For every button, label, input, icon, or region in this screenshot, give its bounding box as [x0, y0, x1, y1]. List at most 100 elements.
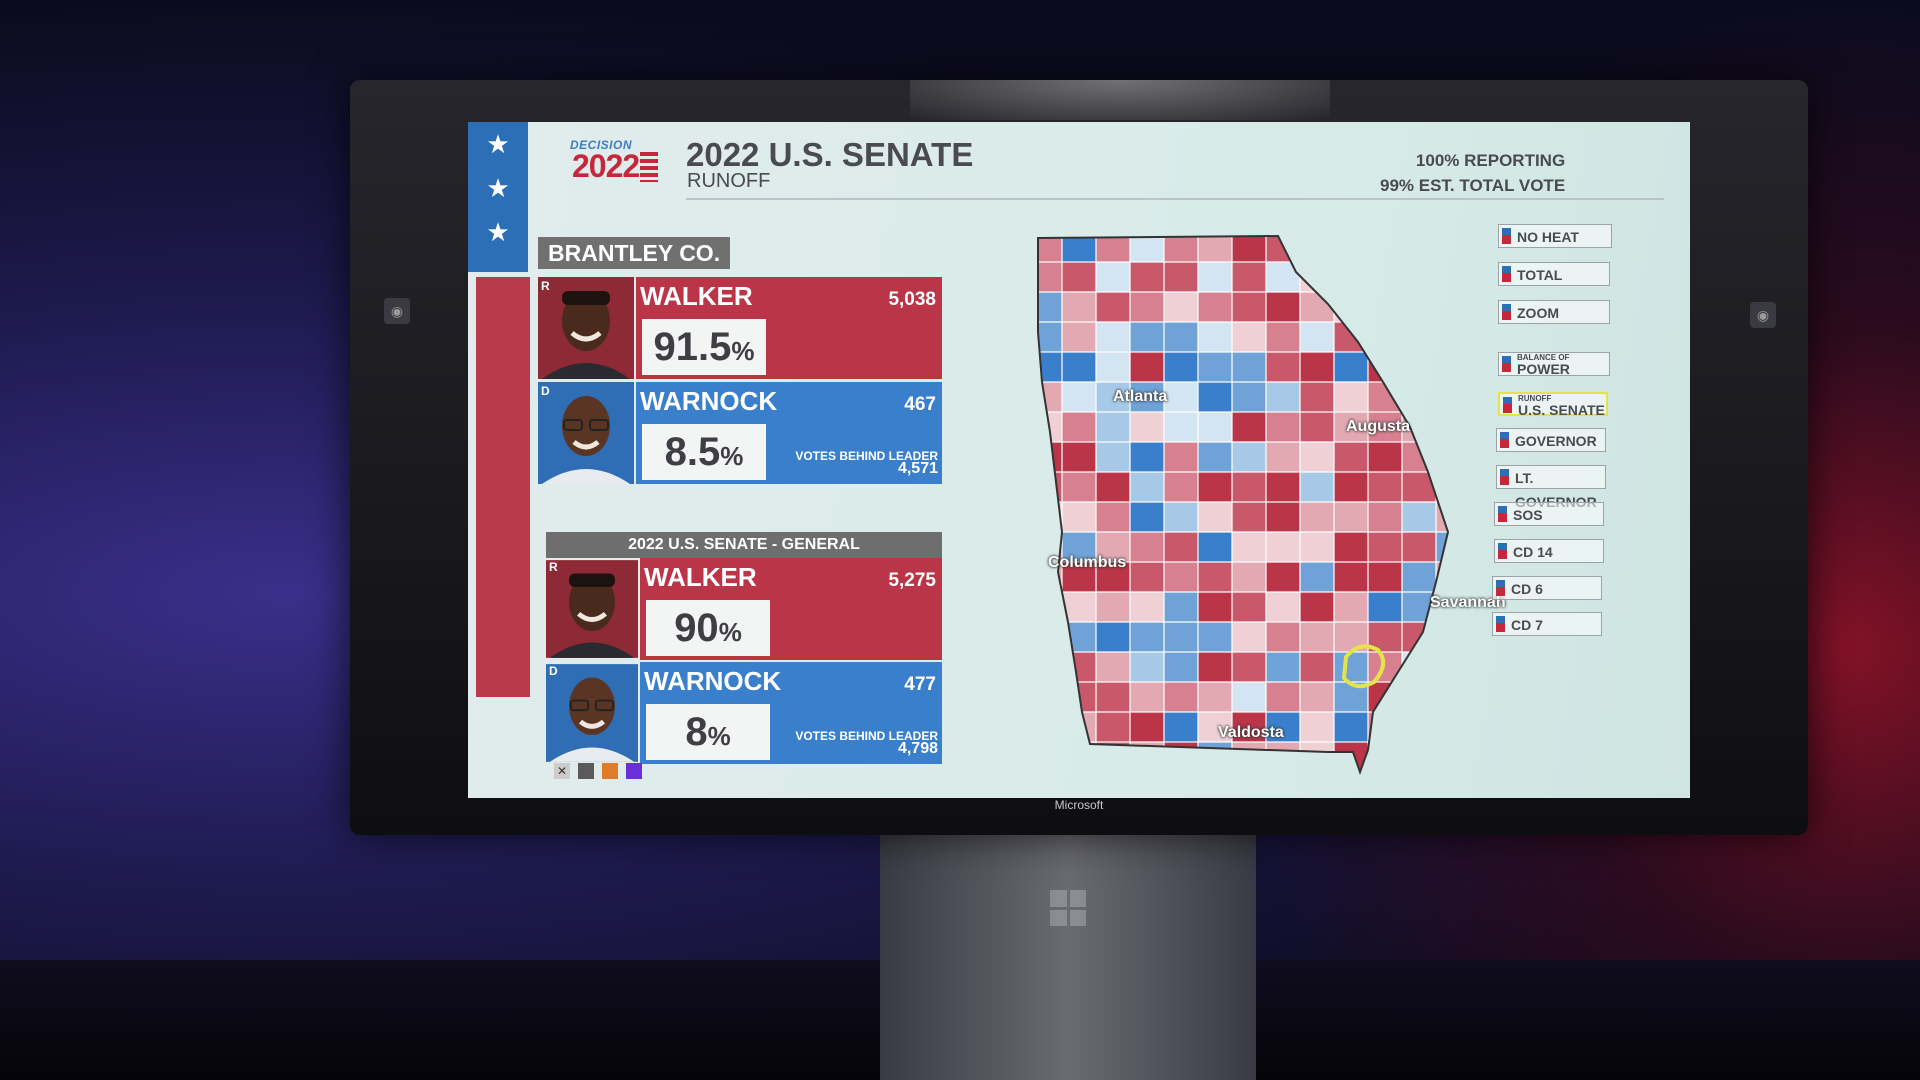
star-icon: ★: [486, 129, 510, 159]
city-label-savannah: Savannah: [1430, 594, 1506, 611]
sos-button[interactable]: SOS: [1494, 502, 1604, 526]
general-candidate-warnock[interactable]: D WARNOCK 477 8% VOTES BEHIND LEADER 4,79…: [546, 662, 942, 764]
county-cell: [1470, 322, 1488, 352]
red-side-bar: [476, 277, 530, 697]
county-cell: [1038, 652, 1062, 682]
county-cell: [1402, 236, 1436, 262]
county-label: BRANTLEY CO.: [538, 237, 731, 269]
county-cell: [1038, 682, 1062, 712]
county-cell: [1028, 772, 1062, 792]
county-cell: [1470, 742, 1488, 772]
vote-count: 5,038: [888, 289, 936, 310]
zoom-button[interactable]: ZOOM: [1498, 300, 1610, 324]
swatch-orange[interactable]: [602, 762, 618, 779]
county-cell: [1436, 682, 1448, 712]
candidate-name: WARNOCK: [640, 386, 778, 416]
candidate-name: WARNOCK: [644, 666, 782, 696]
no-heat-button[interactable]: NO HEAT: [1498, 224, 1612, 248]
county-cell: [1436, 292, 1448, 322]
county-cell: [1470, 442, 1488, 472]
vote-count: 467: [904, 394, 936, 415]
county-cell: [1062, 742, 1096, 772]
county-cell: [1402, 742, 1436, 772]
county-cell: [1368, 322, 1402, 352]
general-election-header: 2022 U.S. SENATE - GENERAL: [546, 532, 942, 558]
vote-percent: 90%: [646, 600, 770, 656]
county-cell: [1062, 772, 1096, 792]
county-cell: [1470, 652, 1488, 682]
camera-icon-left: ◉: [384, 298, 410, 324]
county-cell: [1436, 352, 1448, 382]
county-cell: [1470, 712, 1488, 742]
city-label-valdosta: Valdosta: [1218, 724, 1284, 741]
runoff-candidate-walker[interactable]: R WALKER 5,038 91.5%: [538, 277, 942, 379]
county-cell: [1038, 742, 1062, 772]
county-cell: [1470, 382, 1488, 412]
county-cell: [1436, 712, 1448, 742]
county-cell: [1038, 592, 1062, 622]
balance-of-power-button[interactable]: BALANCE OF POWER: [1498, 352, 1610, 377]
governor-button[interactable]: GOVERNOR: [1496, 428, 1606, 452]
county-cell: [1436, 236, 1448, 262]
county-cell: [1038, 502, 1062, 532]
county-cell: [1300, 772, 1334, 792]
cd-6-button[interactable]: CD 6: [1492, 576, 1602, 600]
election-screen: ★ ★ ★ DECISION 2022 2022 U.S. SENATE RUN…: [468, 122, 1690, 798]
county-cell: [1038, 622, 1062, 652]
vote-count: 5,275: [888, 570, 936, 591]
windows-logo: [1050, 890, 1086, 926]
decision-2022-logo: DECISION 2022: [548, 134, 668, 188]
georgia-county-map[interactable]: Atlanta Augusta Columbus Savannah Valdos…: [1028, 232, 1506, 792]
cd-14-button[interactable]: CD 14: [1494, 539, 1604, 563]
flag-star-bar: ★ ★ ★: [468, 122, 528, 272]
city-label-augusta: Augusta: [1346, 418, 1410, 435]
display-stand: [880, 830, 1256, 1080]
candidate-photo-walker: R: [538, 277, 634, 379]
county-cell: [1402, 772, 1436, 792]
swatch-gray[interactable]: [578, 762, 594, 779]
county-cell: [1470, 262, 1488, 292]
general-candidate-walker[interactable]: R WALKER 5,275 90%: [546, 558, 942, 660]
page-title: 2022 U.S. SENATE: [686, 136, 974, 173]
runoff-us-senate-button[interactable]: RUNOFF U.S. SENATE: [1498, 392, 1608, 418]
county-cell: [1470, 232, 1488, 262]
star-icon: ★: [486, 217, 510, 247]
county-cell: [1198, 772, 1232, 792]
county-cell: [1470, 292, 1488, 322]
county-cell: [1470, 682, 1488, 712]
votes-behind-leader: VOTES BEHIND LEADER 4,571: [795, 449, 938, 477]
county-cell: [1402, 262, 1436, 292]
county-cell: [1402, 712, 1436, 742]
close-icon[interactable]: ✕: [554, 762, 570, 779]
candidate-photo-warnock: D: [546, 662, 638, 764]
county-cell: [1470, 562, 1488, 592]
county-cell: [1470, 772, 1488, 792]
county-cell: [1470, 622, 1488, 652]
vote-percent: 91.5%: [642, 319, 766, 375]
county-cell: [1368, 236, 1402, 262]
county-cell: [1368, 262, 1402, 292]
header-divider: [686, 198, 1664, 200]
county-cell: [1436, 262, 1448, 292]
county-cell: [1436, 622, 1448, 652]
brantley-county-highlight: [1341, 644, 1386, 689]
county-cell: [1436, 772, 1470, 792]
cd-7-button[interactable]: CD 7: [1492, 612, 1602, 636]
reporting-pct: 100% REPORTING: [1415, 151, 1566, 170]
reporting-status: 100% REPORTING 99% EST. TOTAL VOTE: [1380, 148, 1565, 198]
county-cell: [1164, 772, 1198, 792]
color-swatches: ✕: [554, 762, 650, 780]
county-cell: [1334, 262, 1368, 292]
candidate-name: WALKER: [640, 281, 753, 311]
county-cell: [1402, 322, 1436, 352]
county-cell: [1096, 742, 1130, 772]
runoff-candidate-warnock[interactable]: D WARNOCK 467 8.5% VOTES BEHIND LEADER 4,…: [538, 382, 942, 484]
camera-icon-right: ◉: [1750, 302, 1776, 328]
candidate-photo-walker: R: [546, 558, 638, 660]
county-cell: [1436, 442, 1448, 472]
lt-governor-button[interactable]: LT. GOVERNOR: [1496, 465, 1606, 510]
total-button[interactable]: TOTAL: [1498, 262, 1610, 286]
county-cell: [1436, 742, 1448, 772]
swatch-purple[interactable]: [626, 762, 642, 779]
votes-behind-leader: VOTES BEHIND LEADER 4,798: [795, 729, 938, 757]
